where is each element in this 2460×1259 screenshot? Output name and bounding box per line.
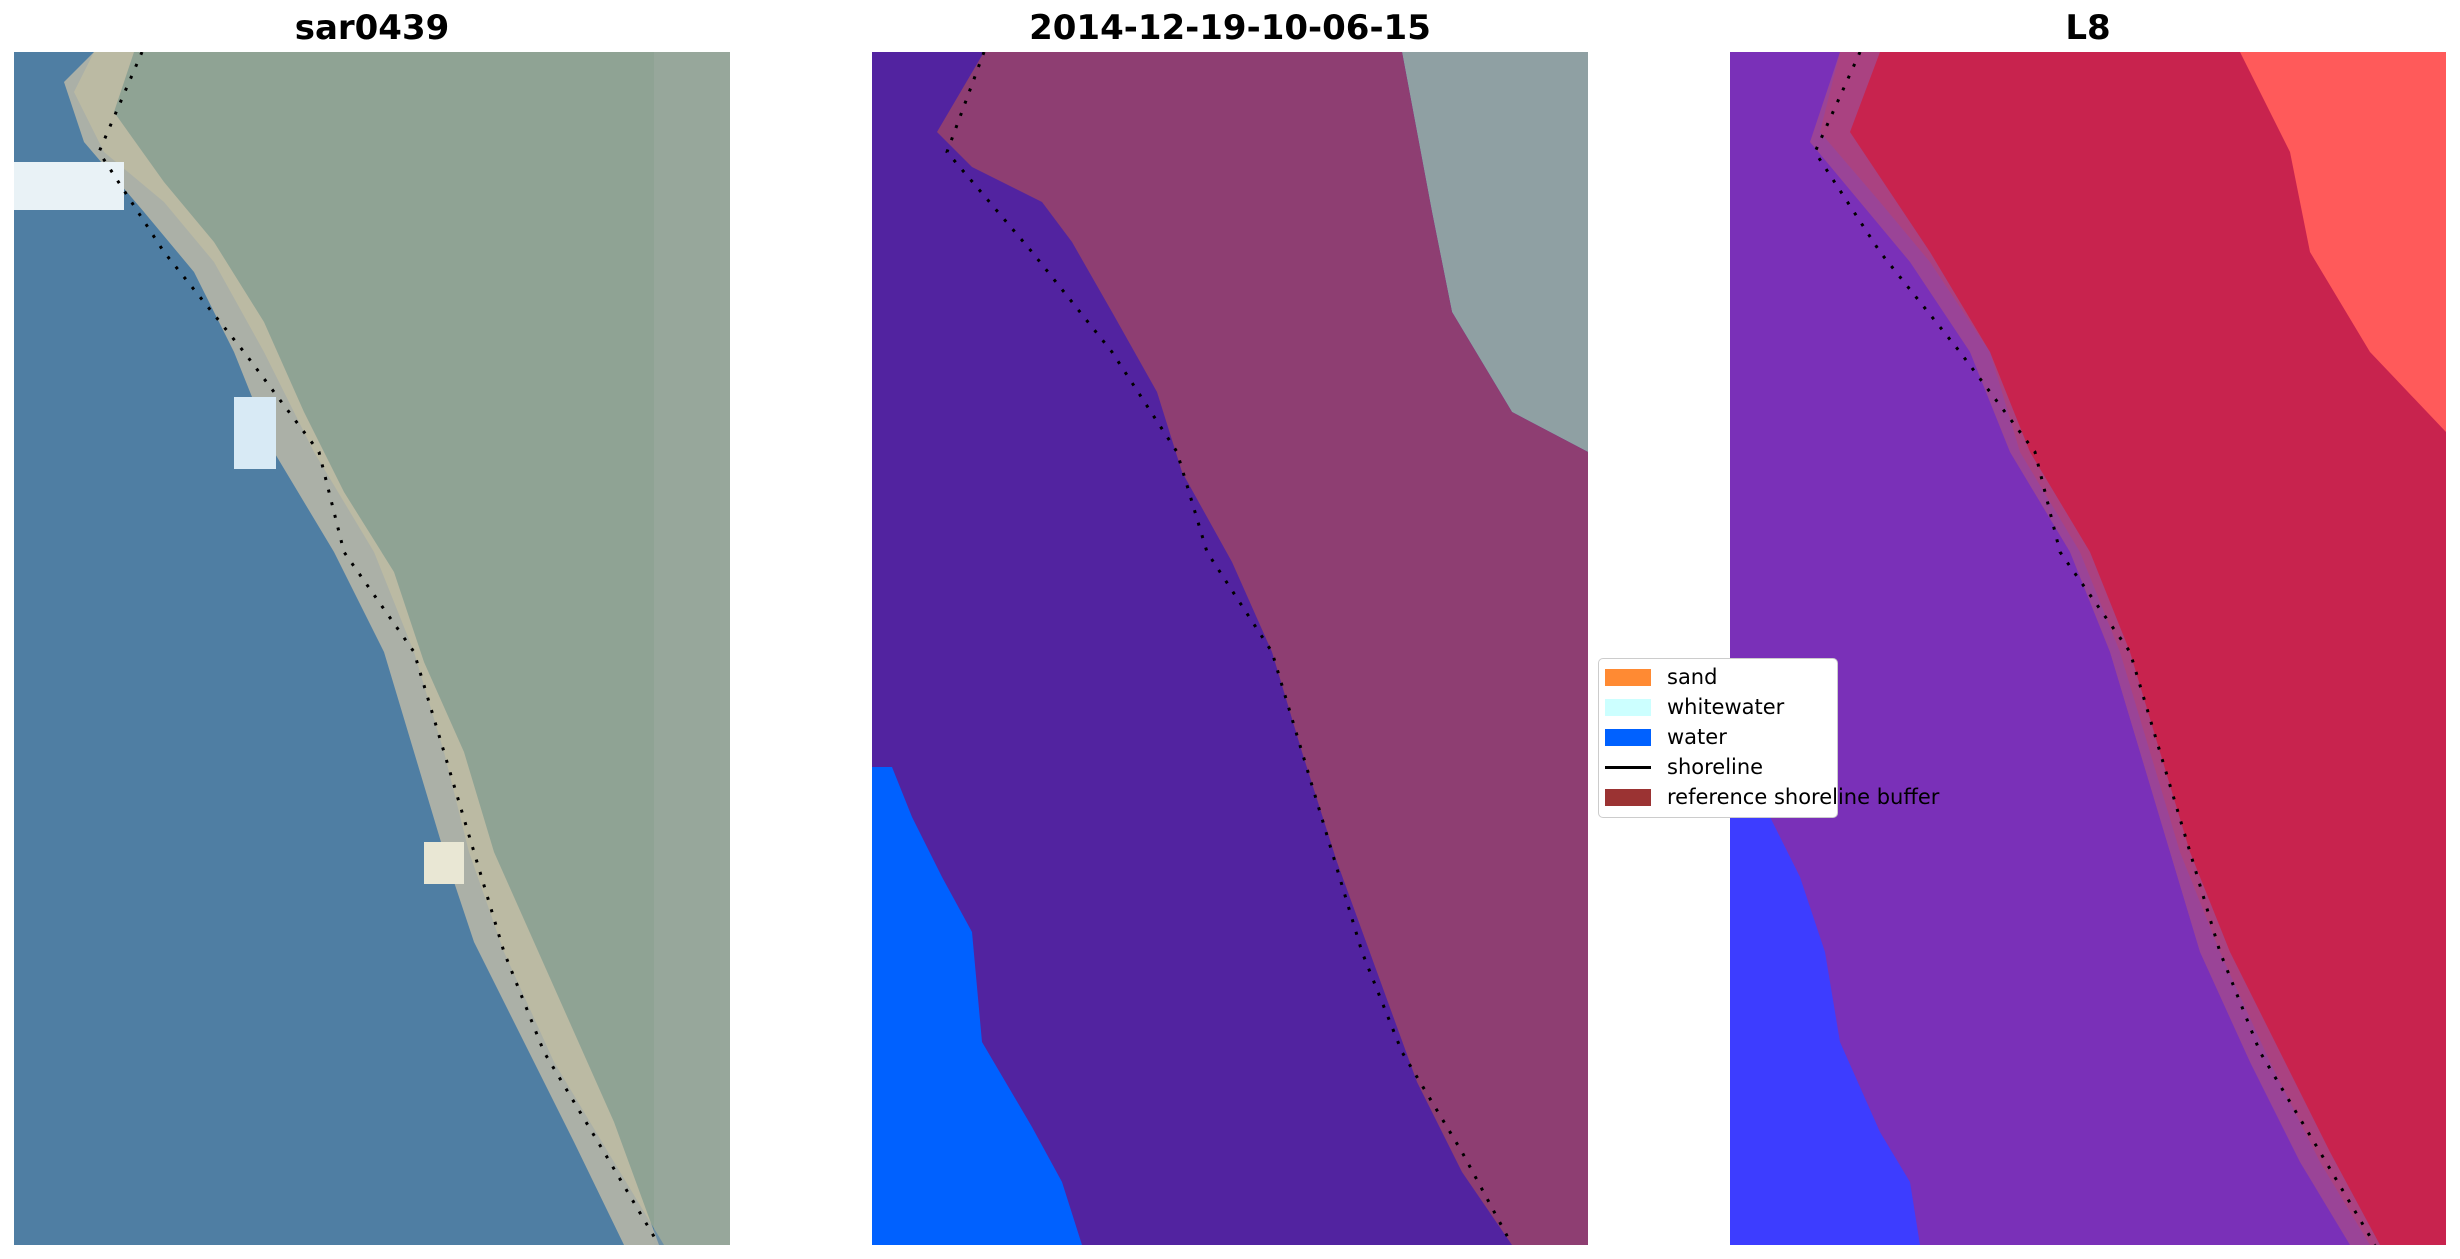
sand-swatch (1605, 668, 1651, 686)
legend-item-whitewater: whitewater (1605, 693, 1784, 721)
classified-deep-water (872, 767, 1082, 1245)
legend: sand whitewater water shoreline referenc… (1598, 658, 1939, 818)
legend-item-shoreline: shoreline (1605, 753, 1763, 781)
legend-label-sand: sand (1667, 665, 1718, 689)
index-image (1730, 52, 2446, 1245)
index-blue (1730, 767, 1920, 1245)
panel-title-index: L8 (2065, 8, 2111, 48)
legend-item-sand: sand (1605, 663, 1717, 691)
classified-land (1402, 52, 1588, 452)
water-swatch (1605, 728, 1651, 746)
legend-label-water: water (1667, 725, 1727, 749)
panel-title-classified: 2014-12-19-10-06-15 (1029, 8, 1431, 48)
land-area (74, 52, 730, 1245)
index-bright (2240, 52, 2446, 432)
panel-classified-image (872, 52, 1588, 1245)
legend-label-shoreline: shoreline (1667, 755, 1764, 779)
legend-label-whitewater: whitewater (1667, 695, 1785, 719)
shoreline-line-swatch (1605, 765, 1651, 769)
index-land (1820, 52, 2446, 1245)
inland-haze (654, 52, 730, 1245)
classified-image (872, 52, 1588, 1245)
whitewater-patch (14, 162, 124, 210)
index-transition (1810, 52, 2380, 1245)
panel-index-image (1730, 52, 2446, 1245)
whitewater-swatch (1605, 698, 1651, 716)
legend-item-water: water (1605, 723, 1727, 751)
rgb-image (14, 52, 730, 1245)
legend-label-reference: reference shoreline buffer (1667, 785, 1940, 809)
sand-patch (424, 842, 464, 884)
panel-rgb-image (14, 52, 730, 1245)
beach-strip (64, 52, 659, 1245)
reference-swatch (1605, 788, 1651, 806)
classified-buffer (937, 52, 1588, 1245)
panel-title-rgb: sar0439 (294, 8, 450, 48)
legend-item-reference: reference shoreline buffer (1605, 783, 1939, 811)
whitewater-patch-2 (234, 397, 276, 469)
